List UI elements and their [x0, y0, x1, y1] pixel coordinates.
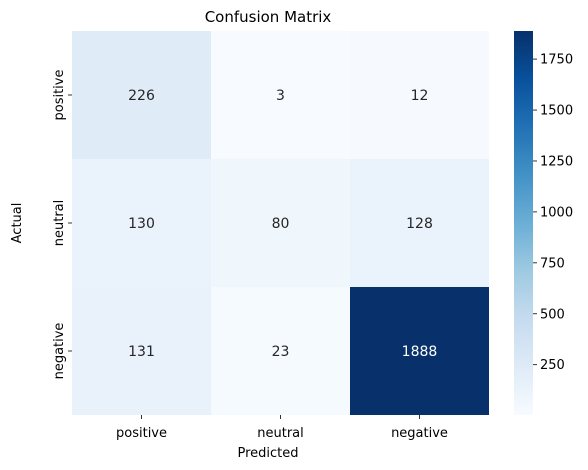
colorbar-ticks: 250 500 750 1000 1250 1500 1750 — [533, 53, 573, 373]
x-axis-ticks: positive neutral negative — [116, 415, 448, 441]
colorbar-tick-label: 500 — [540, 307, 565, 322]
colorbar-tick-label: 1250 — [540, 154, 573, 169]
cell-value-label: 23 — [272, 344, 290, 360]
cell-value-label: 12 — [411, 88, 429, 104]
y-tick-label: negative — [52, 323, 67, 380]
x-tick-label: neutral — [257, 426, 304, 441]
heatmap-cells — [72, 31, 489, 415]
colorbar-tick-label: 1000 — [540, 205, 573, 220]
heatmap-cell — [211, 31, 350, 159]
x-tick-label: positive — [116, 426, 167, 441]
y-tick-label: neutral — [52, 200, 67, 247]
cell-value-label: 128 — [406, 216, 433, 232]
cell-value-label: 1888 — [402, 344, 438, 360]
cell-value-label: 3 — [276, 88, 285, 104]
colorbar-tick-label: 250 — [540, 358, 565, 373]
heatmap-cell — [72, 287, 211, 415]
y-axis-ticks: positive neutral negative — [52, 70, 72, 380]
colorbar-tick-label: 750 — [540, 256, 565, 271]
cell-value-label: 131 — [128, 344, 155, 360]
heatmap-cell — [72, 31, 211, 159]
chart-title: Confusion Matrix — [205, 8, 332, 26]
heatmap-cell — [350, 31, 489, 159]
cell-value-label: 130 — [128, 216, 155, 232]
heatmap-cell — [211, 287, 350, 415]
heatmap-cell — [72, 159, 211, 287]
cell-value-label: 226 — [128, 88, 155, 104]
colorbar — [514, 31, 533, 415]
heatmap-cell — [350, 287, 489, 415]
cell-value-label: 80 — [272, 216, 290, 232]
x-tick-label: negative — [391, 426, 448, 441]
colorbar-tick-label: 1500 — [540, 104, 573, 119]
heatmap-cell — [211, 159, 350, 287]
heatmap-cell — [350, 159, 489, 287]
x-axis-label: Predicted — [237, 446, 298, 461]
y-tick-label: positive — [52, 70, 67, 121]
heatmap-cell-labels: 226 3 12 130 80 128 131 23 1888 — [128, 88, 437, 360]
y-axis-label: Actual — [10, 203, 25, 244]
colorbar-tick-label: 1750 — [540, 53, 573, 68]
